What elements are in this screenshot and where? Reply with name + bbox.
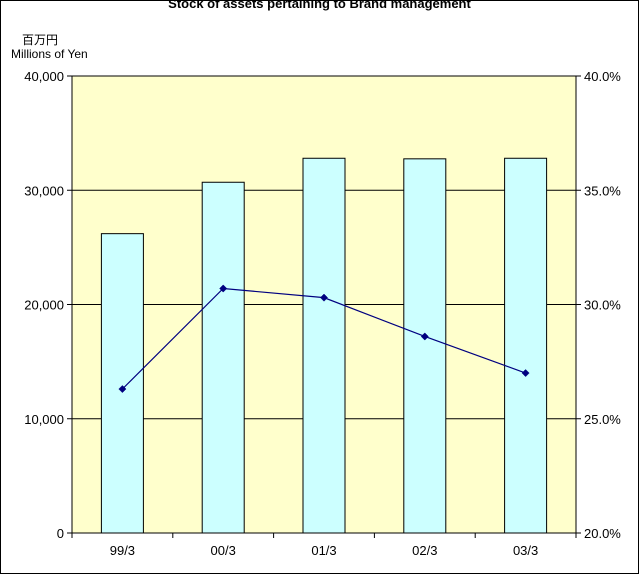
x-tick-label: 99/3 bbox=[110, 543, 135, 558]
bar bbox=[201, 181, 245, 534]
chart-title: Stock of assets pertaining to Brand mana… bbox=[168, 0, 471, 11]
x-tick-label: 03/3 bbox=[513, 543, 538, 558]
y-left-tick-label: 40,000 bbox=[24, 69, 64, 84]
bar bbox=[100, 233, 144, 534]
x-tick-label: 01/3 bbox=[311, 543, 336, 558]
line-point bbox=[521, 369, 530, 378]
bar bbox=[302, 157, 346, 534]
x-tick-label: 00/3 bbox=[211, 543, 236, 558]
y-left-tick-label: 20,000 bbox=[24, 298, 64, 313]
line-point bbox=[219, 284, 228, 293]
unit-label-en: Millions of Yen bbox=[11, 47, 88, 61]
y-left-tick-label: 0 bbox=[57, 526, 64, 541]
bar bbox=[403, 158, 447, 534]
y-right-tick-label: 20.0% bbox=[584, 526, 621, 541]
bar bbox=[504, 157, 548, 534]
x-tick-label: 02/3 bbox=[412, 543, 437, 558]
y-right-tick-label: 25.0% bbox=[584, 412, 621, 427]
line-point bbox=[320, 293, 328, 302]
y-right-tick-label: 30.0% bbox=[584, 298, 621, 313]
unit-label-jp: 百万円 bbox=[22, 33, 58, 47]
line-point bbox=[420, 332, 429, 341]
plot-border bbox=[71, 75, 577, 534]
line-point bbox=[118, 385, 127, 393]
y-left-tick-label: 10,000 bbox=[24, 412, 64, 427]
y-right-tick-label: 40.0% bbox=[584, 69, 621, 84]
y-right-tick-label: 35.0% bbox=[584, 183, 621, 198]
y-left-tick-label: 30,000 bbox=[24, 183, 64, 198]
